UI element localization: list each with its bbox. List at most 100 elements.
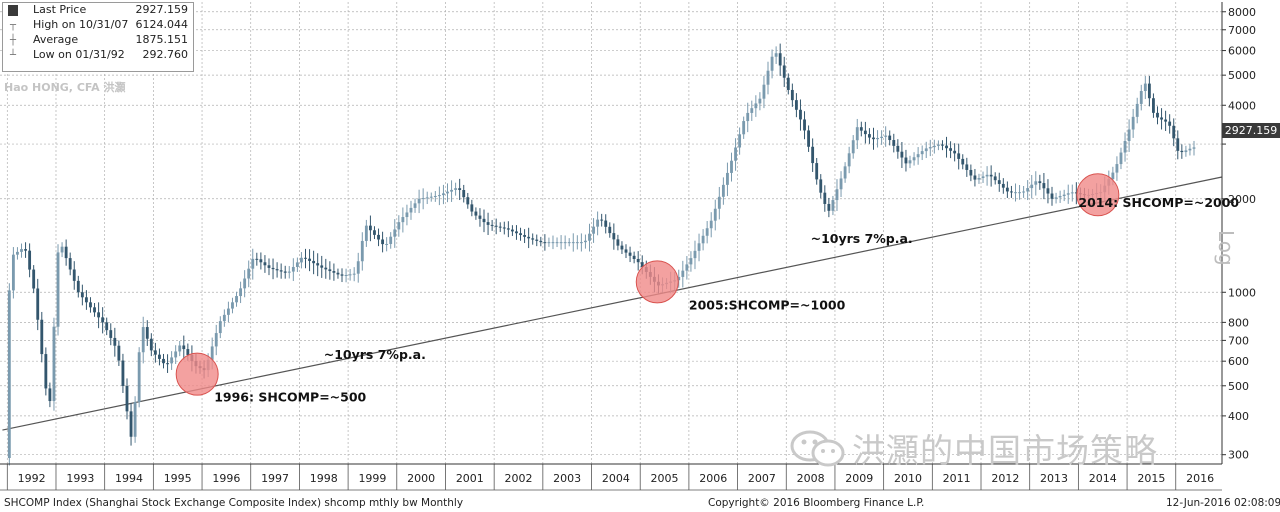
average-marker-icon: ┼: [9, 35, 17, 46]
candle-body: [316, 263, 320, 266]
candle-body: [620, 245, 624, 250]
candle-body: [80, 292, 84, 298]
candle-body: [717, 196, 721, 209]
candle-body: [93, 307, 96, 313]
candle-body: [458, 188, 462, 191]
candle-body: [977, 178, 981, 180]
candle-body: [750, 108, 754, 113]
candle-body: [24, 249, 27, 251]
candle-body: [531, 238, 535, 240]
candle-body: [373, 230, 376, 235]
candle-body: [133, 402, 137, 437]
candle-body: [64, 246, 68, 259]
x-tick-label: 2011: [943, 472, 971, 485]
candle-body: [1001, 183, 1005, 188]
highlight-circle: [1076, 173, 1120, 217]
candle-body: [863, 130, 867, 135]
candle-body: [754, 103, 758, 109]
candle-body: [539, 240, 543, 243]
candle-body: [535, 239, 539, 241]
candle-body: [1018, 192, 1021, 194]
candle-body: [612, 233, 616, 240]
candle-body: [823, 192, 827, 204]
candle-body: [97, 312, 101, 318]
candle-body: [1119, 152, 1123, 165]
candle-body: [76, 280, 80, 293]
candle-body: [1005, 187, 1009, 192]
candle-body: [932, 145, 936, 148]
candle-body: [608, 226, 612, 234]
candle-body: [993, 176, 997, 181]
x-tick-label: 2015: [1137, 472, 1165, 485]
candle-body: [713, 208, 717, 221]
candle-body: [145, 327, 149, 339]
candle-body: [352, 273, 356, 275]
candle-body: [324, 267, 328, 270]
candle-body: [433, 195, 437, 197]
candle-body: [385, 243, 389, 245]
candle-body: [478, 215, 482, 219]
x-tick-label: 2001: [456, 472, 484, 485]
candle-body: [1123, 141, 1127, 153]
x-tick-label: 1992: [18, 472, 46, 485]
candle-body: [515, 231, 518, 234]
candle-body: [437, 195, 441, 197]
candle-body: [884, 135, 888, 137]
candle-body: [332, 271, 336, 273]
candle-body: [113, 337, 117, 346]
candle-body: [985, 174, 989, 177]
candle-body: [40, 319, 44, 355]
candle-body: [851, 140, 855, 154]
candle-body: [571, 242, 575, 244]
x-tick-label: 2007: [748, 472, 776, 485]
candle-body: [72, 269, 76, 281]
candle-body: [1050, 193, 1054, 199]
x-tick-label: 1999: [358, 472, 386, 485]
candle-body: [778, 53, 782, 66]
candle-body: [685, 264, 689, 271]
candle-body: [1010, 191, 1013, 193]
candle-body: [726, 172, 729, 185]
candle-body: [928, 147, 932, 149]
candle-body: [174, 351, 178, 358]
candle-body: [340, 274, 344, 276]
candle-body: [912, 157, 916, 161]
candle-body: [466, 197, 470, 205]
candle-body: [794, 100, 798, 110]
candle-body: [916, 154, 920, 158]
candle-body: [904, 157, 908, 164]
candle-body: [693, 250, 697, 259]
candle-body: [510, 229, 514, 232]
candle-body: [1192, 147, 1196, 149]
legend-value: 1875.151: [135, 33, 189, 46]
candle-body: [166, 363, 169, 365]
candle-body: [125, 385, 129, 412]
legend-label: Average: [33, 33, 79, 46]
candle-body: [868, 134, 871, 138]
candle-body: [405, 212, 409, 218]
candle-body: [364, 225, 368, 241]
candle-body: [442, 193, 445, 196]
candle-body: [109, 330, 113, 338]
candle-body: [486, 222, 490, 225]
candle-body: [1111, 172, 1115, 180]
candle-body: [84, 297, 88, 303]
candle-body: [551, 242, 555, 244]
legend-value: 292.760: [142, 48, 189, 61]
candle-body: [1042, 183, 1046, 189]
candle-body: [523, 235, 527, 237]
candle-body: [770, 56, 774, 71]
x-tick-label: 2009: [845, 472, 873, 485]
x-tick-label: 1997: [261, 472, 289, 485]
candle-body: [896, 145, 900, 152]
candle-body: [766, 70, 770, 85]
candle-body: [519, 233, 522, 236]
candle-body: [547, 242, 551, 244]
candle-body: [1030, 184, 1034, 189]
x-tick-label: 2016: [1186, 472, 1214, 485]
candle-body: [421, 198, 425, 200]
candle-body: [1188, 148, 1192, 151]
candle-body: [368, 225, 372, 231]
x-tick-label: 1995: [164, 472, 192, 485]
